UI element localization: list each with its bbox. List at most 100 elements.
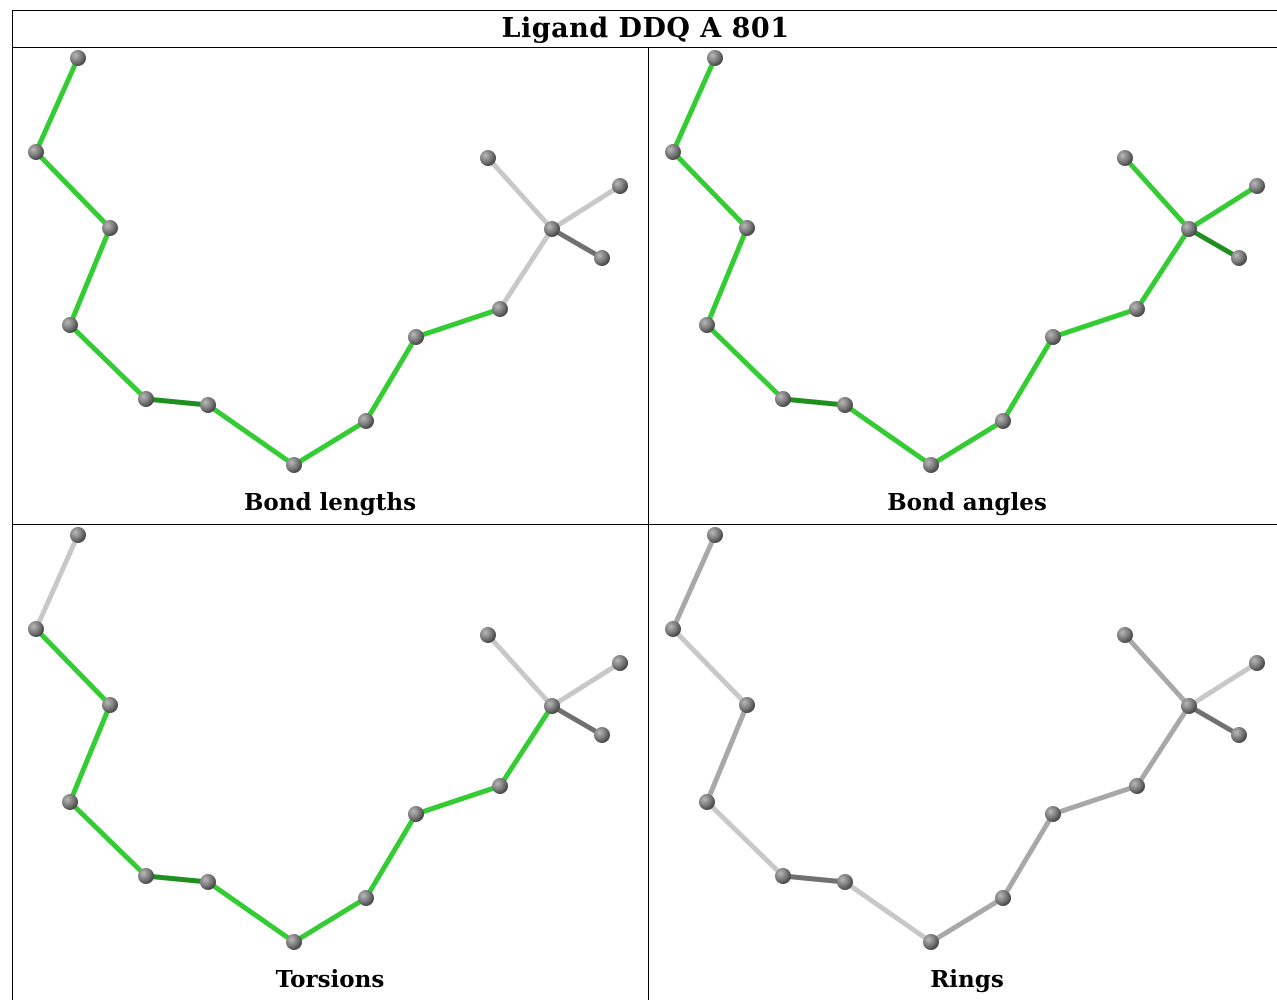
bond-bond-lengths-0 — [33, 55, 81, 155]
bond-bond-lengths-10 — [485, 155, 555, 232]
bond-bond-angles-0 — [670, 55, 718, 155]
atom-bond-angles-6 — [923, 457, 939, 473]
panel-bond-angles: Bond angles — [649, 48, 1277, 524]
bond-bond-angles-3 — [704, 322, 786, 402]
bond-rings-10 — [1122, 632, 1192, 709]
atom-torsions-9 — [492, 778, 508, 794]
molecule-diagram-bond-lengths — [28, 50, 628, 473]
atom-rings-3 — [699, 794, 715, 810]
atom-rings-6 — [923, 934, 939, 950]
bond-torsions-3 — [67, 799, 149, 879]
bond-torsions-12 — [549, 703, 605, 738]
atom-bond-angles-7 — [995, 413, 1011, 429]
atom-torsions-5 — [200, 874, 216, 890]
atom-torsions-1 — [28, 621, 44, 637]
bond-bond-lengths-3 — [67, 322, 149, 402]
bond-bond-lengths-2 — [67, 225, 113, 328]
atom-bond-lengths-4 — [138, 391, 154, 407]
atom-torsions-2 — [102, 697, 118, 713]
atom-torsions-3 — [62, 794, 78, 810]
bond-bond-angles-8 — [1050, 306, 1140, 340]
molecule-diagram-torsions — [28, 527, 628, 950]
atom-rings-0 — [707, 527, 723, 543]
bond-torsions-11 — [549, 660, 623, 709]
atom-bond-angles-13 — [1231, 250, 1247, 266]
atom-bond-lengths-6 — [286, 457, 302, 473]
bond-rings-5 — [842, 879, 934, 945]
bond-torsions-1 — [33, 626, 113, 708]
bond-bond-lengths-6 — [291, 418, 369, 468]
bond-torsions-6 — [291, 895, 369, 945]
bond-rings-4 — [780, 873, 848, 885]
molecule-diagram-rings — [665, 527, 1265, 950]
molecule-diagram-bond-angles — [665, 50, 1265, 473]
panel-torsions: Torsions — [12, 525, 648, 1001]
atom-bond-lengths-10 — [544, 221, 560, 237]
atom-bond-lengths-7 — [358, 413, 374, 429]
bond-rings-11 — [1186, 660, 1260, 709]
atom-bond-lengths-8 — [408, 329, 424, 345]
bond-bond-angles-2 — [704, 225, 750, 328]
bond-torsions-0 — [33, 532, 81, 632]
grid-line-left — [12, 10, 13, 1000]
atom-torsions-10 — [544, 698, 560, 714]
bond-torsions-4 — [143, 873, 211, 885]
bond-rings-1 — [670, 626, 750, 708]
atom-bond-angles-1 — [665, 144, 681, 160]
atom-bond-angles-3 — [699, 317, 715, 333]
bond-rings-0 — [670, 532, 718, 632]
bond-torsions-5 — [205, 879, 297, 945]
bond-rings-3 — [704, 799, 786, 879]
bond-bond-lengths-4 — [143, 396, 211, 408]
bond-bond-angles-12 — [1186, 226, 1242, 261]
bond-bond-lengths-7 — [363, 334, 419, 424]
atom-rings-11 — [1117, 627, 1133, 643]
figure-frame: Ligand DDQ A 801 Bond lengths Bond angle… — [12, 10, 1277, 1000]
atom-bond-lengths-2 — [102, 220, 118, 236]
bond-bond-lengths-12 — [549, 226, 605, 261]
bond-bond-lengths-9 — [497, 226, 555, 312]
atom-bond-lengths-11 — [480, 150, 496, 166]
bond-bond-angles-7 — [1000, 334, 1056, 424]
atom-torsions-8 — [408, 806, 424, 822]
atom-rings-12 — [1249, 655, 1265, 671]
atom-rings-10 — [1181, 698, 1197, 714]
atom-bond-lengths-13 — [594, 250, 610, 266]
panel-rings: Rings — [649, 525, 1277, 1001]
atom-rings-1 — [665, 621, 681, 637]
caption-bond-lengths: Bond lengths — [243, 489, 417, 516]
atom-torsions-12 — [612, 655, 628, 671]
bond-torsions-10 — [485, 632, 555, 709]
atom-bond-angles-4 — [775, 391, 791, 407]
atom-torsions-11 — [480, 627, 496, 643]
atom-rings-2 — [739, 697, 755, 713]
atom-bond-angles-9 — [1129, 301, 1145, 317]
atom-bond-angles-2 — [739, 220, 755, 236]
atom-rings-8 — [1045, 806, 1061, 822]
caption-bond-angles: Bond angles — [887, 489, 1047, 516]
bond-bond-lengths-11 — [549, 183, 623, 232]
atom-bond-lengths-3 — [62, 317, 78, 333]
atom-torsions-7 — [358, 890, 374, 906]
atom-bond-angles-10 — [1181, 221, 1197, 237]
bond-bond-angles-1 — [670, 149, 750, 231]
bond-bond-angles-10 — [1122, 155, 1192, 232]
bond-rings-7 — [1000, 811, 1056, 901]
atom-torsions-13 — [594, 727, 610, 743]
atom-bond-angles-5 — [837, 397, 853, 413]
bond-bond-lengths-5 — [205, 402, 297, 468]
atom-bond-angles-8 — [1045, 329, 1061, 345]
bond-rings-6 — [928, 895, 1006, 945]
atom-rings-9 — [1129, 778, 1145, 794]
atom-rings-7 — [995, 890, 1011, 906]
atom-bond-lengths-0 — [70, 50, 86, 66]
bond-rings-8 — [1050, 783, 1140, 817]
title-bar: Ligand DDQ A 801 — [12, 10, 1277, 48]
bond-rings-9 — [1134, 703, 1192, 789]
atom-bond-angles-12 — [1249, 178, 1265, 194]
bond-rings-2 — [704, 702, 750, 805]
atom-bond-lengths-1 — [28, 144, 44, 160]
atom-rings-13 — [1231, 727, 1247, 743]
bond-bond-angles-11 — [1186, 183, 1260, 232]
grid-line-middle — [12, 524, 1277, 525]
